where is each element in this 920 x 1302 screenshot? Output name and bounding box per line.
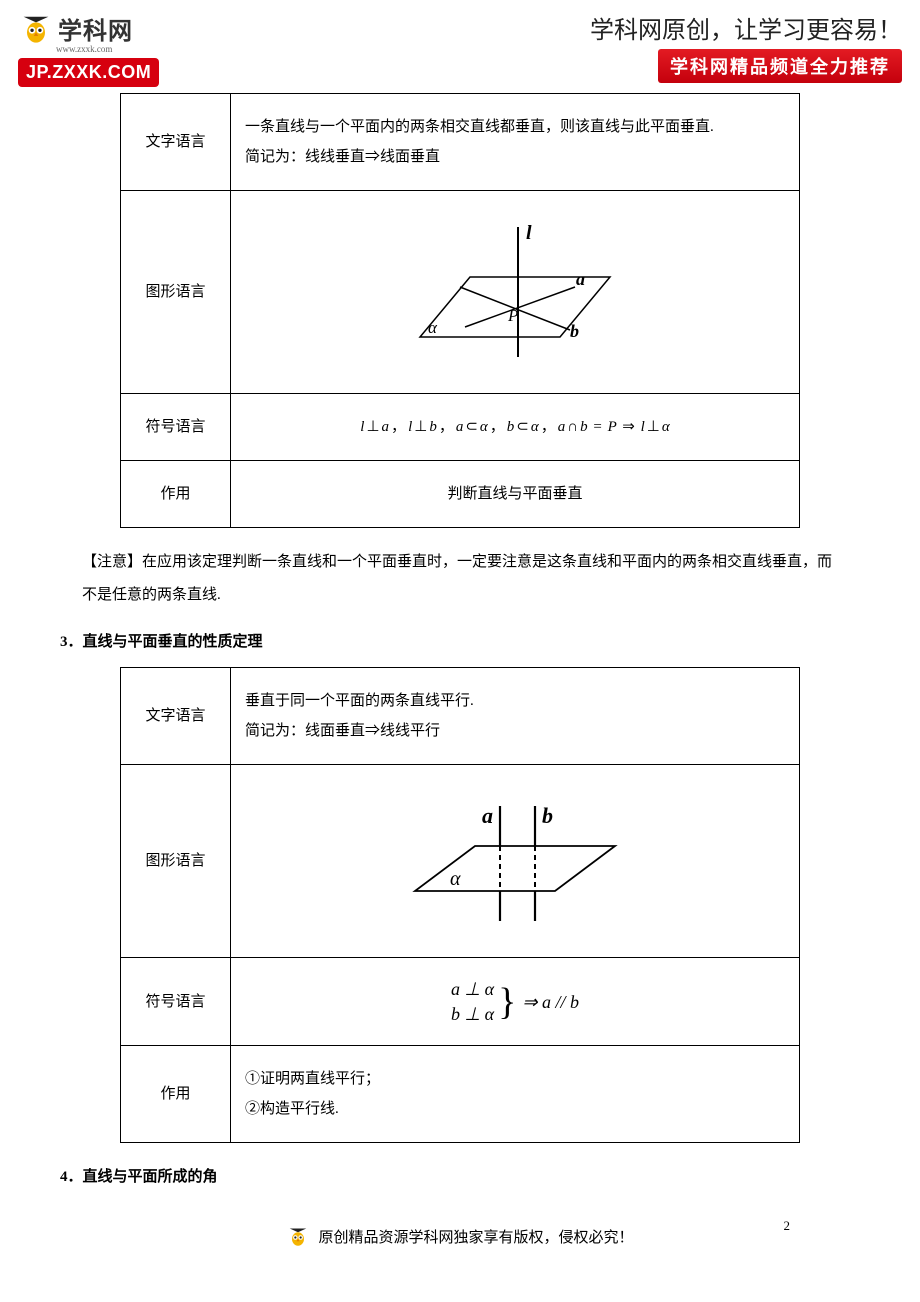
header-slogan: 学科网原创，让学习更容易！	[590, 10, 902, 45]
text-line: 垂直于同一个平面的两条直线平行.	[245, 686, 785, 716]
row-label: 图形语言	[121, 191, 231, 394]
text-line: ②构造平行线.	[245, 1094, 785, 1124]
fig-label-a: a	[576, 269, 585, 289]
table-row: 作用 ①证明两直线平行； ②构造平行线.	[121, 1046, 800, 1143]
text-line: 简记为：线面垂直⇒线线平行	[245, 716, 785, 746]
section-heading-4: 4．直线与平面所成的角	[60, 1161, 860, 1194]
figure-2: a b α	[245, 783, 785, 939]
row-content: ①证明两直线平行； ②构造平行线.	[231, 1046, 800, 1143]
fig-label-l: l	[526, 222, 532, 244]
table-row: 作用 判断直线与平面垂直	[121, 461, 800, 528]
theorem-table-1: 文字语言 一条直线与一个平面内的两条相交直线都垂直，则该直线与此平面垂直. 简记…	[120, 93, 800, 528]
logo-text: 学科网	[58, 11, 133, 46]
text-line: 简记为：线线垂直⇒线面垂直	[245, 142, 785, 172]
header-banner: 学科网精品频道全力推荐	[658, 49, 902, 83]
row-label: 图形语言	[121, 765, 231, 958]
text-line: ①证明两直线平行；	[245, 1064, 785, 1094]
table-row: 符号语言 l⊥a，l⊥b，a⊂α，b⊂α，a∩b = P ⇒ l⊥α	[121, 394, 800, 461]
result-expr: ⇒ a // b	[522, 984, 579, 1020]
jp-badge: JP.ZXXK.COM	[18, 58, 159, 87]
owl-logo-icon	[18, 10, 54, 46]
brace-conditions: a ⊥ α b ⊥ α	[451, 977, 494, 1027]
page-header: 学科网 www.zxxk.com JP.ZXXK.COM 学科网原创，让学习更容…	[0, 0, 920, 87]
fig-label-b: b	[570, 321, 579, 341]
fig-label-p: P	[507, 306, 518, 325]
header-right: 学科网原创，让学习更容易！ 学科网精品频道全力推荐	[590, 10, 902, 83]
row-label: 文字语言	[121, 94, 231, 191]
row-figure-cell: l a b P α	[231, 191, 800, 394]
fig2-label-a: a	[482, 803, 493, 828]
row-content: 垂直于同一个平面的两条直线平行. 简记为：线面垂直⇒线线平行	[231, 668, 800, 765]
fig-label-alpha: α	[428, 318, 438, 337]
row-figure-cell: a b α	[231, 765, 800, 958]
table-row: 图形语言 l a b	[121, 191, 800, 394]
row-label: 符号语言	[121, 958, 231, 1046]
fig2-label-b: b	[542, 803, 553, 828]
page-content: 文字语言 一条直线与一个平面内的两条相交直线都垂直，则该直线与此平面垂直. 简记…	[0, 93, 920, 1288]
section-heading-3: 3．直线与平面垂直的性质定理	[60, 626, 860, 659]
footer-text: 原创精品资源学科网独家享有版权，侵权必究！	[318, 1226, 633, 1247]
row-label: 作用	[121, 1046, 231, 1143]
note-text: 【注意】在应用该定理判断一条直线和一个平面垂直时，一定要注意是这条直线和平面内的…	[82, 546, 838, 612]
table-row: 文字语言 垂直于同一个平面的两条直线平行. 简记为：线面垂直⇒线线平行	[121, 668, 800, 765]
row-label: 文字语言	[121, 668, 231, 765]
text-line: 一条直线与一个平面内的两条相交直线都垂直，则该直线与此平面垂直.	[245, 112, 785, 142]
page-number: 2	[784, 1218, 791, 1234]
owl-footer-icon	[286, 1224, 310, 1248]
row-content: 判断直线与平面垂直	[231, 461, 800, 528]
table-row: 文字语言 一条直线与一个平面内的两条相交直线都垂直，则该直线与此平面垂直. 简记…	[121, 94, 800, 191]
theorem-table-2: 文字语言 垂直于同一个平面的两条直线平行. 简记为：线面垂直⇒线线平行 图形语言	[120, 667, 800, 1143]
row-symbols-2: a ⊥ α b ⊥ α } ⇒ a // b	[231, 958, 800, 1046]
table-row: 图形语言 a	[121, 765, 800, 958]
right-brace-icon: }	[498, 983, 516, 1021]
logo-url: www.zxxk.com	[56, 44, 112, 54]
row-symbols: l⊥a，l⊥b，a⊂α，b⊂α，a∩b = P ⇒ l⊥α	[231, 394, 800, 461]
logo-block: 学科网 www.zxxk.com JP.ZXXK.COM	[18, 10, 159, 87]
row-label: 作用	[121, 461, 231, 528]
row-content: 一条直线与一个平面内的两条相交直线都垂直，则该直线与此平面垂直. 简记为：线线垂…	[231, 94, 800, 191]
condition-b: b ⊥ α	[451, 1002, 494, 1027]
figure-1: l a b P α	[245, 209, 785, 375]
table-row: 符号语言 a ⊥ α b ⊥ α } ⇒ a // b	[121, 958, 800, 1046]
symbol-expression: l⊥a，l⊥b，a⊂α，b⊂α，a∩b = P ⇒ l⊥α	[360, 419, 669, 435]
fig2-label-alpha: α	[450, 868, 461, 890]
row-label: 符号语言	[121, 394, 231, 461]
condition-a: a ⊥ α	[451, 977, 494, 1002]
page-footer: 原创精品资源学科网独家享有版权，侵权必究！ 2	[60, 1224, 860, 1248]
